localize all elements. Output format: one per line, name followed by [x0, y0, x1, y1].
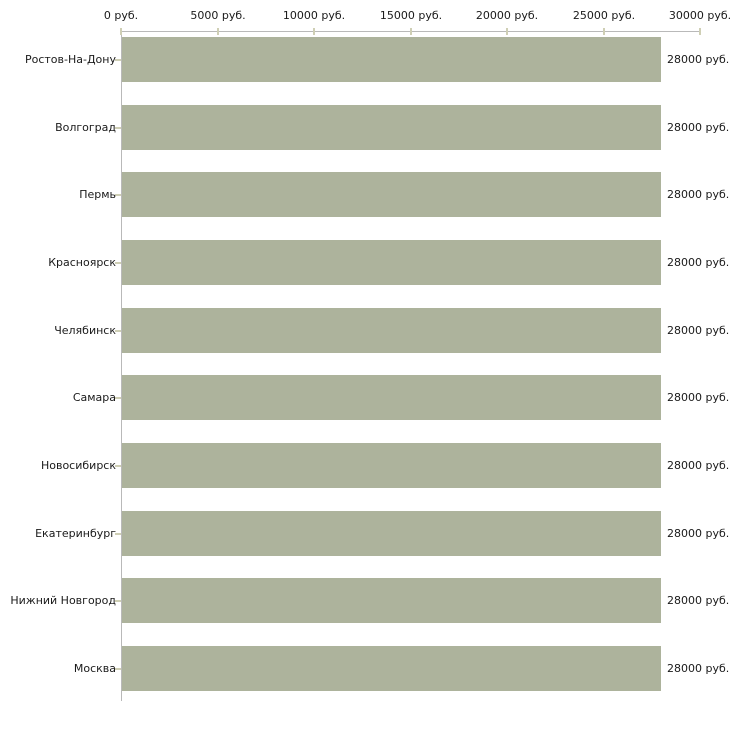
y-tick — [115, 600, 121, 602]
x-tick — [217, 28, 219, 35]
y-tick — [115, 397, 121, 399]
x-tick-label: 5000 руб. — [190, 9, 246, 22]
value-label: 28000 руб. — [667, 662, 730, 675]
bar — [122, 443, 661, 488]
value-label: 28000 руб. — [667, 188, 730, 201]
value-label: 28000 руб. — [667, 53, 730, 66]
value-label: 28000 руб. — [667, 391, 730, 404]
y-tick — [115, 330, 121, 332]
category-label: Челябинск — [54, 324, 116, 337]
x-tick-label: 25000 руб. — [572, 9, 636, 22]
category-label: Новосибирск — [40, 459, 116, 472]
y-axis-line — [121, 31, 122, 701]
x-tick — [506, 28, 508, 35]
x-tick — [313, 28, 315, 35]
x-tick-label: 30000 руб. — [668, 9, 730, 22]
value-label: 28000 руб. — [667, 527, 730, 540]
bar — [122, 578, 661, 623]
bar — [122, 37, 661, 82]
x-tick — [410, 28, 412, 35]
y-tick — [115, 262, 121, 264]
x-tick — [699, 28, 701, 35]
category-label: Красноярск — [48, 256, 116, 269]
category-label: Москва — [73, 662, 116, 675]
y-tick — [115, 465, 121, 467]
category-label: Самара — [72, 391, 116, 404]
category-label: Ростов-На-Дону — [24, 53, 116, 66]
bar — [122, 172, 661, 217]
value-label: 28000 руб. — [667, 121, 730, 134]
y-tick — [115, 668, 121, 670]
x-tick — [120, 28, 122, 35]
bar — [122, 646, 661, 691]
bar — [122, 240, 661, 285]
bar — [122, 308, 661, 353]
y-tick — [115, 127, 121, 129]
y-tick — [115, 194, 121, 196]
value-label: 28000 руб. — [667, 256, 730, 269]
x-tick — [603, 28, 605, 35]
x-tick-label: 15000 руб. — [379, 9, 443, 22]
bar — [122, 511, 661, 556]
value-label: 28000 руб. — [667, 459, 730, 472]
y-tick — [115, 59, 121, 61]
category-label: Екатеринбург — [35, 527, 116, 540]
value-label: 28000 руб. — [667, 324, 730, 337]
category-label: Нижний Новгород — [10, 594, 116, 607]
x-tick-label: 20000 руб. — [475, 9, 539, 22]
category-label: Волгоград — [55, 121, 116, 134]
x-tick-label: 10000 руб. — [282, 9, 346, 22]
value-label: 28000 руб. — [667, 594, 730, 607]
bar — [122, 375, 661, 420]
y-tick — [115, 533, 121, 535]
x-tick-label: 0 руб. — [103, 9, 139, 22]
bar — [122, 105, 661, 150]
category-label: Пермь — [79, 188, 116, 201]
